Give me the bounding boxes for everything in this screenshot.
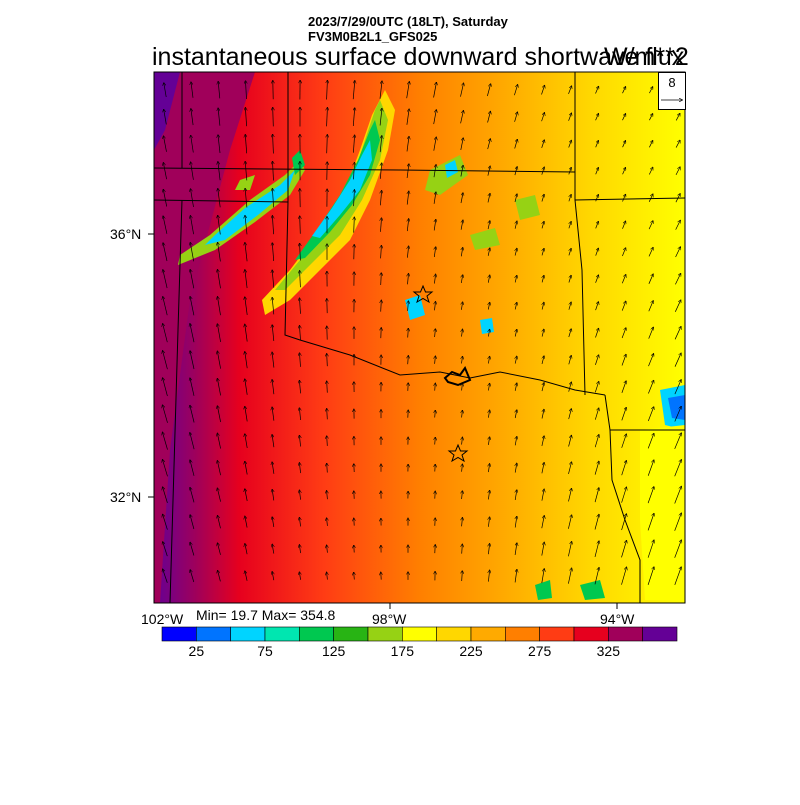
colorbar-swatch bbox=[196, 627, 230, 641]
colorbar-swatch bbox=[608, 627, 642, 641]
min-max-stats: Min= 19.7 Max= 354.8 bbox=[196, 607, 335, 623]
lon-label-94w: 94°W bbox=[600, 611, 634, 627]
colorbar-swatch bbox=[505, 627, 539, 641]
colorbar-swatch bbox=[471, 627, 505, 641]
colorbar-swatch bbox=[437, 627, 471, 641]
colorbar-swatch bbox=[574, 627, 608, 641]
lon-label-102w: 102°W bbox=[141, 611, 183, 627]
colorbar-swatch bbox=[368, 627, 402, 641]
colorbar-swatch bbox=[265, 627, 299, 641]
flux-background bbox=[154, 72, 685, 603]
colorbar-swatch bbox=[334, 627, 368, 641]
colorbar-swatch bbox=[402, 627, 436, 641]
reference-vector-label: 8 bbox=[659, 75, 685, 90]
colorbar-label: 275 bbox=[528, 643, 551, 659]
colorbar-label: 175 bbox=[391, 643, 414, 659]
colorbar-label: 125 bbox=[322, 643, 345, 659]
colorbar-swatch bbox=[231, 627, 265, 641]
shortwave-flux-field bbox=[154, 72, 685, 603]
colorbar-label: 225 bbox=[459, 643, 482, 659]
reference-vector-arrow bbox=[659, 93, 685, 107]
colorbar-label: 25 bbox=[189, 643, 205, 659]
lon-label-98w: 98°W bbox=[372, 611, 406, 627]
lat-label-36n: 36°N bbox=[110, 226, 141, 242]
reference-vector-box: 8 bbox=[658, 72, 686, 110]
colorbar-swatch bbox=[540, 627, 574, 641]
colorbar-label: 325 bbox=[597, 643, 620, 659]
lat-label-32n: 32°N bbox=[110, 489, 141, 505]
colorbar-label: 75 bbox=[257, 643, 273, 659]
colorbar-swatch bbox=[162, 627, 196, 641]
colorbar bbox=[162, 627, 677, 641]
colorbar-swatch bbox=[643, 627, 677, 641]
colorbar-swatch bbox=[299, 627, 333, 641]
